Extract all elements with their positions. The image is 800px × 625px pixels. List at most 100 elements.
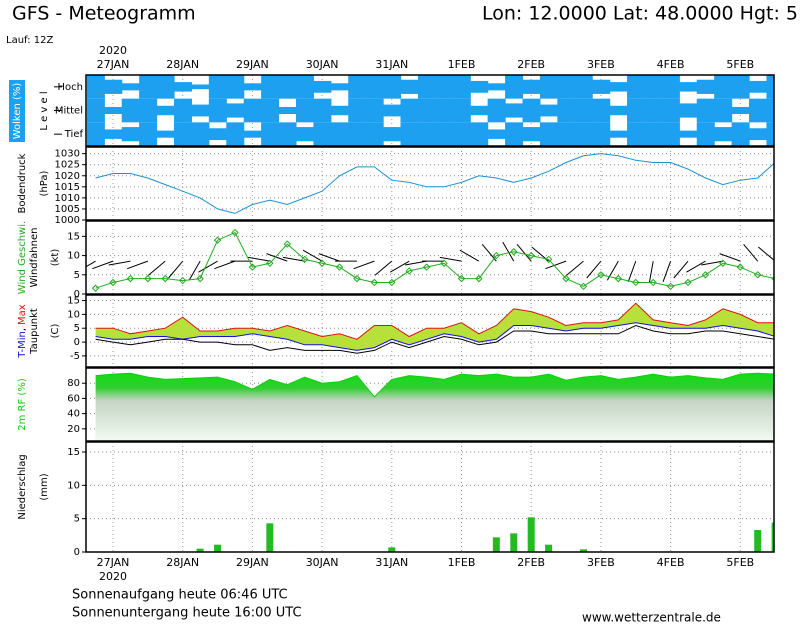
cloud-cell — [627, 122, 646, 146]
cloud-cell — [226, 122, 245, 146]
cloud-cell — [470, 105, 489, 116]
wind-barb — [374, 260, 393, 276]
x-tick-label-bottom: 27JAN — [97, 556, 130, 569]
wind-barb — [168, 260, 184, 279]
wind-speed-marker — [754, 271, 762, 279]
cloud-cell — [731, 106, 750, 115]
cloud-cell — [749, 80, 768, 93]
wind-speed-marker — [370, 278, 379, 287]
cloud-cell — [156, 75, 175, 99]
y-tick-label: 1020 — [55, 171, 80, 182]
cloud-cell — [243, 130, 262, 138]
cloud-cell — [609, 82, 628, 92]
wind-speed-marker — [701, 271, 710, 279]
humidity-line — [95, 372, 774, 398]
cloud-cell — [191, 122, 210, 146]
year-bottom: 2020 — [99, 570, 127, 583]
wind-speed-marker — [231, 228, 239, 237]
axis-title: L e v e l — [39, 91, 50, 130]
cloud-cell — [661, 122, 680, 146]
run: Lauf: 12Z — [6, 35, 53, 46]
temperature-range — [95, 303, 774, 351]
axis-title: Wind Geschwi. — [17, 221, 28, 294]
wind-speed-marker — [283, 240, 291, 248]
cloud-cell — [261, 98, 280, 123]
panel-frame — [85, 441, 775, 553]
year-top: 2020 — [99, 44, 127, 57]
wind-speed-marker — [562, 274, 570, 283]
cloud-cell — [330, 122, 349, 146]
x-tick-label-bottom: 28JAN — [166, 556, 199, 569]
cloud-cell — [505, 103, 524, 118]
y-tick-label: 60 — [67, 393, 80, 404]
cloud-cell — [121, 127, 140, 142]
cloud-cell — [191, 84, 210, 90]
y-tick-label: 1010 — [55, 193, 80, 204]
cloud-cell — [609, 105, 628, 116]
x-tick-label-top: 31JAN — [375, 58, 408, 71]
axis-title: 2m RF (%) — [17, 378, 28, 431]
wind-speed-marker — [126, 274, 135, 283]
y-tick-label: 1015 — [55, 182, 80, 193]
axes: 27JAN 27JAN 28JAN 28JAN 29JAN 29JAN 30JAN 30JAN… — [9, 58, 775, 569]
wind-speed-line — [95, 231, 774, 289]
wind-barb — [389, 260, 410, 273]
cloud-cell — [574, 122, 593, 146]
axis-title: Bodendruck — [17, 153, 28, 213]
y-tick-label: 15 — [67, 231, 80, 242]
legend-tmin: T-Min — [17, 331, 28, 359]
x-tick-label-bottom: 29JAN — [236, 556, 269, 569]
precip-bar — [579, 549, 587, 552]
wind-barb — [545, 260, 567, 270]
cloud-cell — [226, 75, 245, 99]
cloud-cell — [226, 103, 245, 118]
cloud-cell — [400, 98, 419, 123]
cloud-cell — [696, 79, 715, 94]
cloud-cell — [696, 98, 715, 123]
wind-speed-marker — [300, 255, 309, 264]
cloud-cell — [435, 122, 454, 146]
y-tick-label: 40 — [67, 409, 80, 420]
cloud-cell — [487, 129, 506, 139]
cloud-cell — [679, 82, 698, 92]
wind-barb — [127, 260, 149, 270]
cloud-cell — [86, 122, 105, 146]
precip-bar — [196, 548, 204, 552]
precip-bar — [266, 523, 274, 552]
cloud-cell — [313, 80, 332, 93]
cloud-cell — [261, 122, 280, 146]
precip-bar — [771, 522, 774, 552]
x-tick-label-top: 1FEB — [448, 58, 476, 71]
temperature-line — [95, 324, 774, 354]
wind-barb — [282, 256, 305, 262]
cloud-cell — [139, 122, 158, 146]
y-tick-label: 20 — [67, 424, 80, 435]
wind-barb — [302, 249, 323, 262]
x-tick-label-bottom: 30JAN — [306, 556, 339, 569]
y-tick-label: 0 — [74, 337, 80, 348]
y-tick-label: 1005 — [55, 204, 80, 215]
cloud-cell — [627, 98, 646, 123]
wind-speed-marker — [318, 259, 326, 267]
cloud-cell — [609, 130, 628, 138]
cloud-cell — [557, 98, 576, 123]
title: GFS - Meteogramm — [12, 3, 196, 25]
website: www.wetterzentrale.de — [582, 611, 721, 625]
cloud-cell — [173, 98, 193, 123]
cloud-cell — [522, 79, 541, 94]
y-tick-label: 15 — [67, 447, 80, 458]
cloud-cell — [191, 104, 210, 117]
cloud-cell — [644, 98, 663, 123]
cloud-cell — [330, 83, 349, 91]
cloud-cell — [383, 127, 402, 142]
cloud-cell — [714, 127, 733, 142]
x-tick-label-bottom: 2FEB — [517, 556, 545, 569]
cloud-cell — [505, 122, 524, 146]
x-tick-label-top: 2FEB — [517, 58, 545, 71]
wind-speed-marker — [544, 255, 553, 264]
wind-speed-marker — [597, 271, 605, 279]
panel-frame — [85, 294, 775, 368]
wind-barb — [439, 256, 462, 262]
axis-title: (kt) — [50, 249, 61, 267]
y-tick-label: 5 — [74, 270, 80, 281]
